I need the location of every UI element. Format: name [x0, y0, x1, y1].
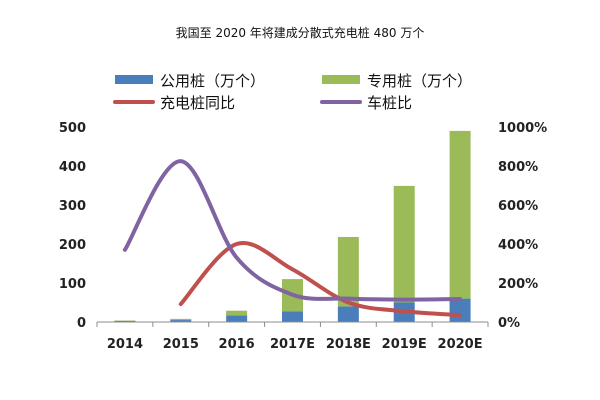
bar-dedicated-2016 — [226, 310, 248, 316]
line-vehicle-charger-ratio — [122, 159, 463, 302]
legend-swatch — [115, 75, 153, 84]
legend-label: 车桩比 — [367, 94, 412, 112]
lines-layer — [122, 159, 463, 318]
bar-public-2015 — [170, 320, 192, 322]
y-left-tick-label: 0 — [77, 316, 86, 331]
x-tick-label: 2015 — [163, 337, 199, 352]
legend-swatch — [322, 75, 360, 84]
legend-label: 充电桩同比 — [160, 94, 235, 112]
bar-dedicated-2019E — [393, 185, 415, 303]
bar-dedicated-2020E — [449, 130, 471, 299]
x-tick-label: 2017E — [270, 337, 315, 352]
y-left-tick-label: 200 — [59, 238, 86, 253]
axes-layer: 2014 2015 2016 2017E 2018E 2019E 2020E 0 100 200 3… — [59, 121, 547, 352]
y-right-tick-label: 1000% — [498, 121, 547, 136]
y-right-tick-label: 200% — [498, 277, 538, 292]
x-tick-label: 2018E — [326, 337, 371, 352]
legend: 公用桩（万个） 专用桩（万个） 充电桩同比 车桩比 — [113, 72, 472, 112]
x-tick-label: 2019E — [382, 337, 427, 352]
line-charger-yoy — [178, 241, 463, 318]
bar-dedicated-2015 — [170, 318, 192, 321]
bar-public-2014 — [114, 320, 136, 322]
bar-public-2016 — [226, 315, 248, 322]
y-right-tick-label: 800% — [498, 160, 538, 175]
y-right-tick-label: 400% — [498, 238, 538, 253]
y-right-tick-label: 0% — [498, 316, 520, 331]
bar-public-2017E — [282, 311, 303, 322]
y-left-tick-label: 500 — [59, 121, 86, 136]
legend-label: 专用桩（万个） — [367, 72, 472, 90]
x-tick-label: 2020E — [438, 337, 483, 352]
x-tick-label: 2016 — [219, 337, 255, 352]
y-right-tick-label: 600% — [498, 199, 538, 214]
legend-label: 公用桩（万个） — [160, 72, 265, 90]
x-tick-label: 2014 — [107, 337, 143, 352]
bar-dedicated-2018E — [337, 236, 359, 307]
page-title: 我国至 2020 年将建成分散式充电桩 480 万个 — [175, 26, 425, 40]
y-left-tick-label: 400 — [59, 160, 86, 175]
y-left-tick-label: 300 — [59, 199, 86, 214]
bar-public-2018E — [337, 306, 359, 322]
y-left-tick-label: 100 — [59, 277, 86, 292]
bar-public-2020E — [449, 298, 471, 322]
